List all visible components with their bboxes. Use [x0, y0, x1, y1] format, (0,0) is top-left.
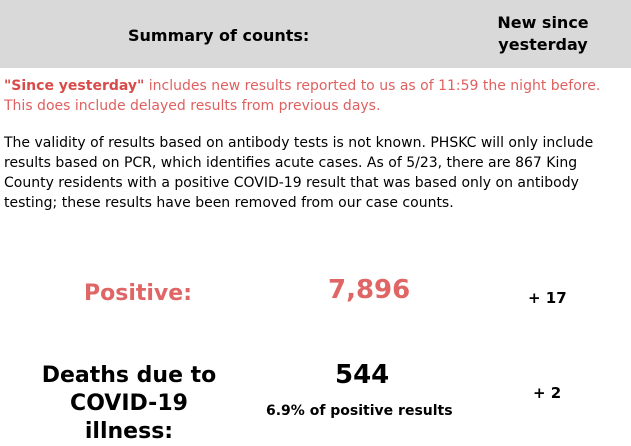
since-yesterday-note: "Since yesterday" includes new results r…	[4, 76, 624, 116]
antibody-validity-note: The validity of results based on antibod…	[4, 135, 594, 211]
since-yesterday-term: "Since yesterday"	[4, 78, 145, 94]
header-new-since-line1: New since	[497, 13, 589, 32]
deaths-label: Deaths due to COVID-19 illness:	[24, 362, 234, 446]
header-title: Summary of counts:	[128, 26, 310, 45]
positive-new-since-yesterday: + 17	[528, 289, 567, 307]
deaths-label-line1: Deaths due to	[41, 363, 217, 388]
positive-count: 7,896	[328, 275, 411, 305]
header-new-since-line2: yesterday	[498, 35, 588, 54]
positive-label: Positive:	[84, 281, 192, 306]
deaths-count: 544	[335, 360, 390, 390]
deaths-percent-of-positive: 6.9% of positive results	[266, 403, 453, 419]
deaths-label-line2: COVID-19 illness:	[70, 391, 188, 444]
header-new-since: New since yesterday	[468, 12, 618, 56]
since-yesterday-text: includes new results reported to us as o…	[4, 78, 601, 114]
deaths-new-since-yesterday: + 2	[533, 384, 562, 402]
summary-header: Summary of counts: New since yesterday	[0, 0, 631, 68]
